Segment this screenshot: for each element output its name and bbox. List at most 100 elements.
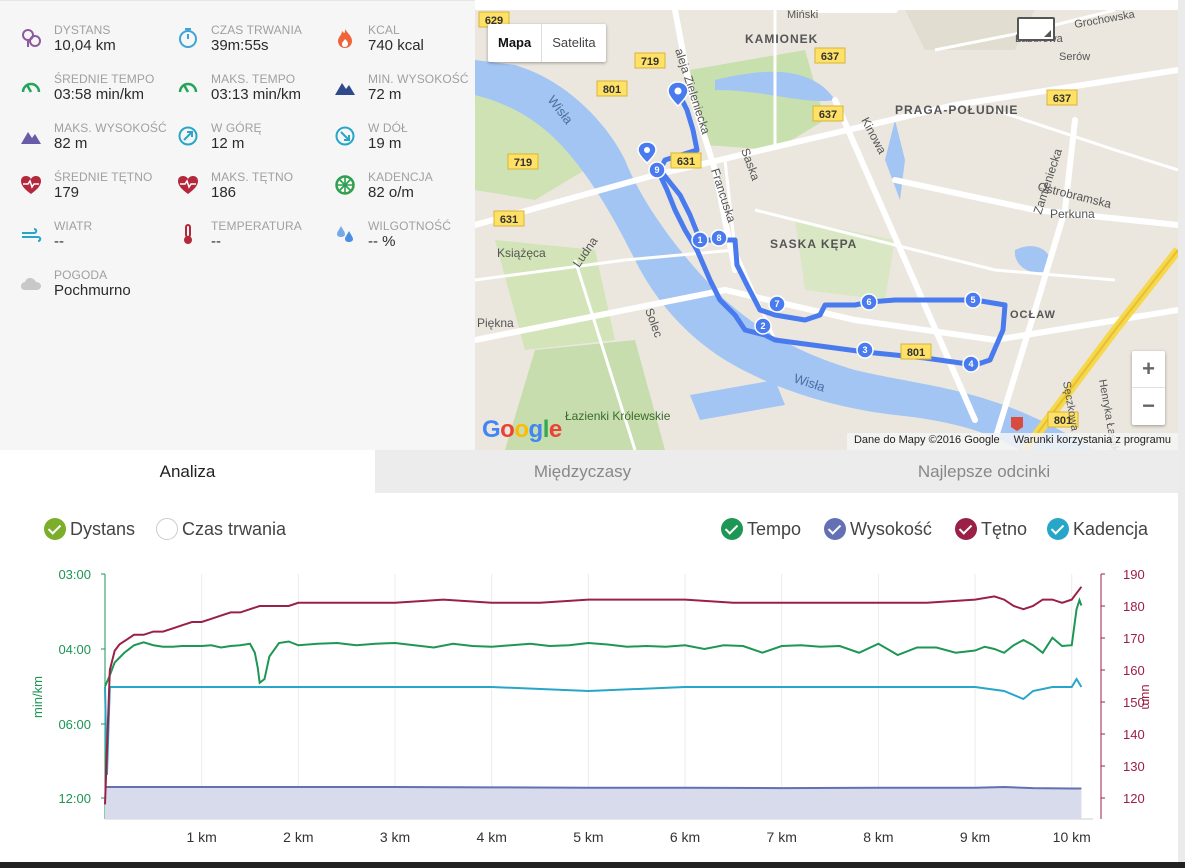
checkbox-checked-icon	[955, 518, 977, 540]
tab-najlepsze-odcinki[interactable]: Najlepsze odcinki	[790, 450, 1178, 493]
stat-label: WIATR	[54, 219, 93, 233]
map-label: Perkuna	[1050, 207, 1095, 221]
route-start-pin[interactable]	[667, 81, 689, 108]
svg-text:5: 5	[970, 295, 975, 305]
analysis-line-chart[interactable]: 03:00 04:00 06:00 12:00 min/km 190 180 170 160 15…	[0, 493, 1178, 862]
y-tick-left: 06:00	[58, 717, 91, 732]
y-tick-right: 120	[1123, 791, 1145, 806]
stat-label: MAKS. TEMPO	[211, 72, 296, 86]
series-toggle-tempo[interactable]: Tempo	[721, 517, 801, 541]
series-toggle-kadencja[interactable]: Kadencja	[1047, 517, 1148, 541]
heart-pulse-icon	[177, 174, 199, 196]
stat-15: POGODA Pochmurno	[20, 268, 170, 308]
legend-label: Tętno	[981, 518, 1028, 539]
road-badge: 801	[1054, 415, 1072, 427]
stat-12: WIATR --	[20, 219, 170, 259]
svg-text:1: 1	[697, 235, 702, 245]
stat-value: 179	[54, 184, 80, 201]
series-toggle-tetno[interactable]: Tętno	[955, 517, 1027, 541]
route-map[interactable]: 629 719 801 631 637 637 637 719 631 801 …	[475, 10, 1178, 450]
thermometer-icon	[177, 223, 199, 245]
checkbox-checked-icon	[1047, 518, 1069, 540]
km-marker[interactable]: 2	[754, 317, 772, 335]
tab-miedzyczasy[interactable]: Międzyczasy	[375, 450, 790, 493]
svg-text:8: 8	[716, 233, 721, 243]
road-badge: 637	[819, 109, 837, 121]
x-tick-label: 6 km	[670, 829, 700, 845]
map-attribution: Dane do Mapy ©2016 Google Warunki korzys…	[846, 433, 1178, 450]
km-marker[interactable]: 7	[768, 295, 786, 313]
analysis-tabs: Analiza Międzyczasy Najlepsze odcinki	[0, 450, 1178, 493]
road-badge: 631	[677, 156, 695, 168]
stat-label: MAKS. WYSOKOŚĆ	[54, 121, 167, 135]
y-tick-left: 04:00	[58, 642, 91, 657]
mountain-icon	[334, 76, 356, 98]
x-mode-distance-toggle[interactable]: Dystans	[44, 517, 135, 541]
stat-label: ŚREDNIE TEMPO	[54, 72, 155, 86]
y-tick-right: 170	[1123, 631, 1145, 646]
fullscreen-button[interactable]	[1017, 17, 1055, 41]
stat-label: MAKS. TĘTNO	[211, 170, 294, 184]
map-type-map-button[interactable]: Mapa	[488, 24, 543, 62]
x-tick-label: 2 km	[283, 829, 313, 845]
legend-label: Dystans	[70, 518, 136, 539]
x-mode-duration-toggle[interactable]: Czas trwania	[156, 517, 286, 541]
stat-value: 82 o/m	[368, 184, 414, 201]
stat-value: 39m:55s	[211, 37, 269, 54]
zoom-in-button[interactable]: +	[1132, 351, 1165, 388]
legend-label: Tempo	[747, 518, 802, 539]
svg-text:9: 9	[654, 165, 659, 175]
km-marker[interactable]: 1	[691, 231, 709, 249]
x-tick-label: 7 km	[767, 829, 797, 845]
arrow-down-circle-icon	[334, 125, 356, 147]
stat-value: --	[54, 233, 64, 250]
mountain-icon	[20, 125, 42, 147]
stat-13: TEMPERATURA --	[177, 219, 327, 259]
km-marker[interactable]: 8	[710, 229, 728, 247]
km-marker[interactable]: 5	[964, 291, 982, 309]
stat-1: CZAS TRWANIA 39m:55s	[177, 23, 327, 63]
stat-8: W DÓŁ 19 m	[334, 121, 484, 161]
map-label: PRAGA-POŁUDNIE	[895, 103, 1018, 117]
zoom-out-button[interactable]: −	[1142, 393, 1155, 418]
stat-value: 82 m	[54, 135, 88, 152]
stat-5: MIN. WYSOKOŚĆ 72 m	[334, 72, 484, 112]
stat-2: KCAL 740 kcal	[334, 23, 484, 63]
x-tick-label: 1 km	[187, 829, 217, 845]
stat-value: Pochmurno	[54, 282, 131, 299]
road-badge: 801	[907, 347, 925, 359]
legend-label: Czas trwania	[182, 518, 287, 539]
gauge-icon	[20, 76, 42, 98]
tab-analiza[interactable]: Analiza	[0, 450, 375, 493]
y-tick-right: 160	[1123, 663, 1145, 678]
stat-label: DYSTANS	[54, 23, 111, 37]
map-label: SASKA KĘPA	[770, 237, 857, 251]
y-axis-label-right: uum	[1139, 684, 1154, 709]
cloud-icon	[20, 272, 42, 294]
km-marker[interactable]: 9	[648, 161, 666, 179]
stat-label: W GÓRĘ	[211, 121, 262, 135]
km-marker[interactable]: 6	[860, 293, 878, 311]
map-label: Książęca	[497, 246, 546, 260]
route-pin[interactable]	[637, 141, 657, 165]
google-logo: Google	[482, 416, 562, 443]
stat-4: MAKS. TEMPO 03:13 min/km	[177, 72, 327, 112]
stat-6: MAKS. WYSOKOŚĆ 82 m	[20, 121, 170, 161]
km-marker[interactable]: 4	[962, 355, 980, 373]
map-type-satellite-button[interactable]: Satelita	[552, 35, 596, 50]
series-tetno-line	[104, 586, 1083, 805]
heart-pulse-icon	[20, 174, 42, 196]
y-tick-left: 12:00	[58, 791, 91, 806]
map-data-credit: Dane do Mapy ©2016 Google	[853, 434, 1000, 446]
series-kadencja-line	[104, 677, 1083, 776]
x-tick-label: 4 km	[477, 829, 507, 845]
map-canvas[interactable]: 629 719 801 631 637 637 637 719 631 801 …	[475, 10, 1178, 450]
map-terms-link[interactable]: Warunki korzystania z programu	[1013, 434, 1171, 446]
stat-label: CZAS TRWANIA	[211, 23, 302, 37]
series-toggle-wysokosc[interactable]: Wysokość	[824, 517, 932, 541]
stopwatch-icon	[177, 27, 199, 49]
x-tick-label: 8 km	[863, 829, 893, 845]
map-label: Łazienki Królewskie	[565, 409, 671, 423]
legend-label: Kadencja	[1073, 518, 1149, 539]
km-marker[interactable]: 3	[856, 341, 874, 359]
